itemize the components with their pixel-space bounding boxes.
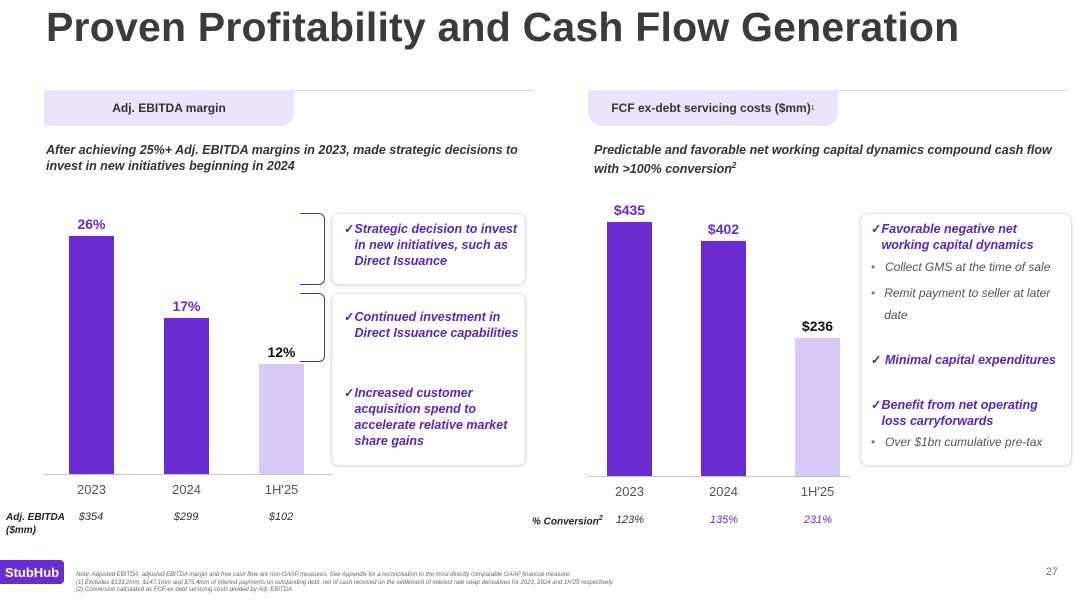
bracket-2023 <box>300 213 325 285</box>
x-axis-line <box>44 474 332 475</box>
callout-text: Benefit from net operating loss carryfor… <box>881 398 1038 428</box>
x-axis-line <box>588 476 850 477</box>
conversion-1h25: 231% <box>803 514 833 526</box>
bracket-2024 <box>300 293 325 362</box>
bar-2023 <box>607 222 652 476</box>
footnote-1: (1) Excludes $133.2mm, $147.1mm and $75.… <box>76 579 615 586</box>
data-label: $435 <box>613 202 646 218</box>
stubhub-logo: StubHub <box>0 560 64 584</box>
section-tab-ebitda: Adj. EBITDA margin <box>44 90 294 126</box>
check-icon: ✓ <box>871 222 882 236</box>
footnote-2: (2) Conversion calculated as FCF-ex debt… <box>76 587 294 593</box>
bar-1h25 <box>795 338 840 476</box>
x-tick-label: 2023 <box>77 482 106 497</box>
ebitda-value-2024: $299 <box>173 511 199 523</box>
callout-text: Increased customer acquisition spend to … <box>354 386 508 448</box>
page-title: Proven Profitability and Cash Flow Gener… <box>46 4 960 50</box>
check-icon: ✓ <box>344 386 355 400</box>
subtitle-text: Predictable and favorable net working ca… <box>594 143 1052 177</box>
footnote-note: Note: Adjusted EBITDA, adjusted EBITDA m… <box>76 572 571 578</box>
row-label-line: Adj. EBITDA <box>6 512 65 523</box>
tab-footnote: 1 <box>810 104 815 112</box>
bullet-icon: • <box>871 286 876 300</box>
section-tab-fcf: FCF ex-debt servicing costs ($mm) 1 <box>588 90 838 126</box>
ebitda-row-label: Adj. EBITDA ($mm) <box>6 511 65 537</box>
conversion-2023: 123% <box>615 514 645 526</box>
callout-text: Continued investment in Direct Issuance … <box>354 310 519 340</box>
data-label: $236 <box>801 318 834 334</box>
row-label-line: ($mm) <box>6 525 37 536</box>
right-subtitle: Predictable and favorable net working ca… <box>594 142 1064 177</box>
subtitle-footnote: 2 <box>731 161 737 170</box>
bullet-icon: • <box>871 435 876 449</box>
callout-text: Favorable negative net working capital d… <box>881 222 1034 252</box>
left-subtitle: After achieving 25%+ Adj. EBITDA margins… <box>46 143 518 173</box>
check-icon: ✓ <box>871 353 882 367</box>
callout-text: Minimal capital expenditures <box>885 353 1056 367</box>
ebitda-value-2023: $354 <box>78 511 104 523</box>
bar-2023 <box>69 236 114 474</box>
conversion-row-label: % Conversion2 <box>532 515 603 527</box>
x-tick-label: 1H'25 <box>800 484 835 499</box>
bar-1h25 <box>259 364 304 474</box>
conversion-2024: 135% <box>709 514 739 526</box>
data-label: $402 <box>707 221 740 237</box>
bar-2024 <box>164 318 209 474</box>
bullet-icon: • <box>871 260 876 274</box>
callout-strategic-decision: ✓ Strategic decision to invest in new in… <box>331 213 526 285</box>
callout-subtext: Over $1bn cumulative pre-tax <box>885 435 1043 449</box>
check-icon: ✓ <box>344 310 355 324</box>
row-label-footnote: 2 <box>598 515 603 522</box>
bar-2024 <box>701 241 746 476</box>
callout-subtext: Remit payment to seller at later date <box>884 286 1051 322</box>
data-label: 26% <box>77 216 106 232</box>
check-icon: ✓ <box>871 398 882 412</box>
footnotes: Note: Adjusted EBITDA, adjusted EBITDA m… <box>76 572 976 595</box>
callout-text: Strategic decision to invest in new init… <box>354 222 518 268</box>
callout-investment: ✓ Continued investment in Direct Issuanc… <box>331 293 526 466</box>
check-icon: ✓ <box>344 222 355 236</box>
callout-subtext: Collect GMS at the time of sale <box>885 260 1051 274</box>
callout-fcf-drivers: ✓ Favorable negative net working capital… <box>860 213 1072 466</box>
data-label: 12% <box>267 344 296 360</box>
x-tick-label: 1H'25 <box>264 482 299 497</box>
row-label-text: % Conversion <box>532 516 599 528</box>
x-tick-label: 2024 <box>709 484 738 499</box>
x-tick-label: 2024 <box>172 482 201 497</box>
x-tick-label: 2023 <box>615 484 644 499</box>
ebitda-value-1h25: $102 <box>268 511 294 523</box>
tab-text: FCF ex-debt servicing costs ($mm) <box>611 101 811 115</box>
page-number: 27 <box>1045 566 1058 578</box>
data-label: 17% <box>172 298 201 314</box>
